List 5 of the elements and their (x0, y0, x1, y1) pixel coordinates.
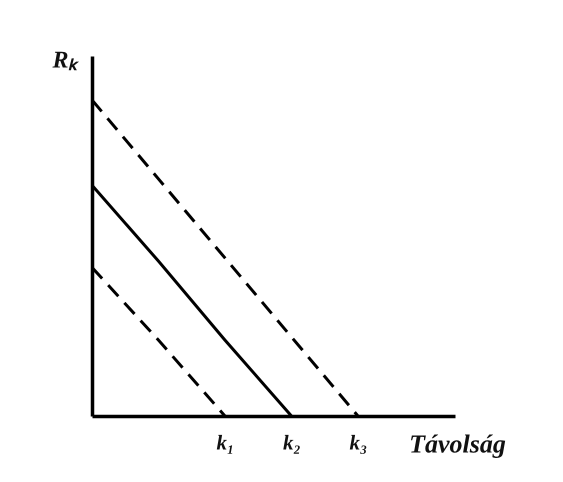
x-tick-label: k₂ (283, 430, 301, 454)
y-axis-title: Rₖ (51, 48, 80, 74)
x-axis-title: Távolság (409, 430, 506, 458)
x-tick-label: k₃ (350, 430, 368, 454)
x-tick-label: k₁ (216, 430, 234, 454)
